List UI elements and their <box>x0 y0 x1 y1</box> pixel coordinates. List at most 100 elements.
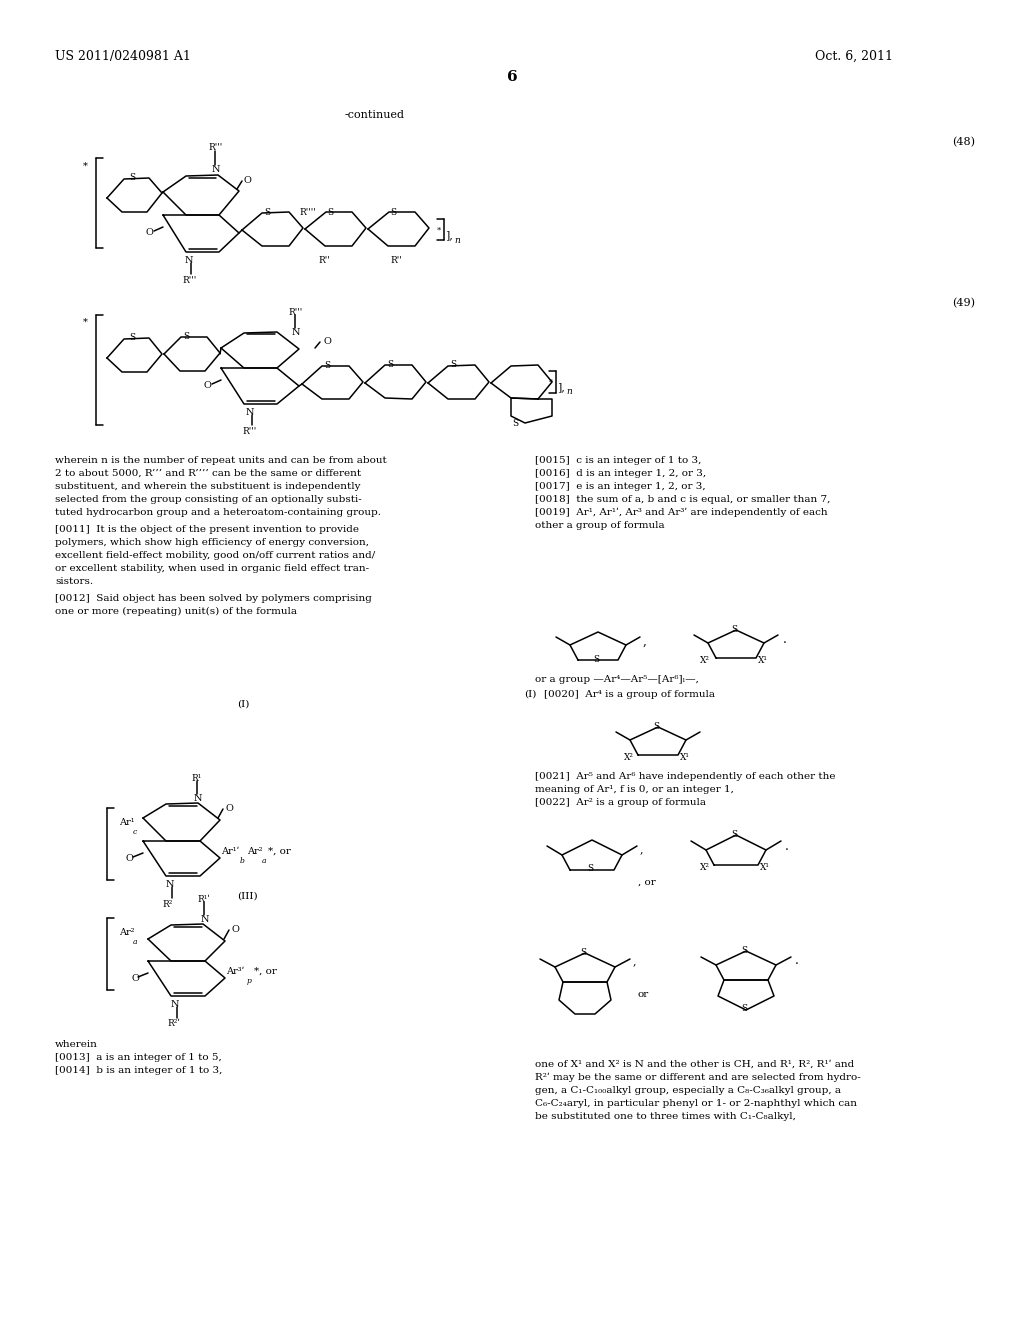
Text: O: O <box>146 228 154 238</box>
Text: polymers, which show high efficiency of energy conversion,: polymers, which show high efficiency of … <box>55 539 369 546</box>
Text: R''': R''' <box>208 143 222 152</box>
Text: C₆-C₂₄aryl, in particular phenyl or 1- or 2-naphthyl which can: C₆-C₂₄aryl, in particular phenyl or 1- o… <box>535 1100 857 1107</box>
Text: [0019]  Ar¹, Ar¹ʹ, Ar³ and Ar³ʹ are independently of each: [0019] Ar¹, Ar¹ʹ, Ar³ and Ar³ʹ are indep… <box>535 508 827 517</box>
Text: N: N <box>194 795 203 803</box>
Text: R¹: R¹ <box>191 774 202 783</box>
Text: .: . <box>795 954 799 968</box>
Text: n: n <box>566 387 571 396</box>
Text: Ar³ʹ: Ar³ʹ <box>226 968 245 975</box>
Text: Ar²: Ar² <box>119 928 134 937</box>
Text: O: O <box>226 804 233 813</box>
Text: S: S <box>731 624 737 634</box>
Text: *: * <box>437 227 441 235</box>
Text: wherein n is the number of repeat units and can be from about: wherein n is the number of repeat units … <box>55 455 387 465</box>
Text: R¹ʹ: R¹ʹ <box>197 895 210 904</box>
Text: S: S <box>129 173 135 182</box>
Text: S: S <box>324 360 330 370</box>
Text: 6: 6 <box>507 70 517 84</box>
Text: [0016]  d is an integer 1, 2, or 3,: [0016] d is an integer 1, 2, or 3, <box>535 469 707 478</box>
Text: b: b <box>240 857 245 865</box>
Text: (49): (49) <box>952 298 975 309</box>
Text: substituent, and wherein the substituent is independently: substituent, and wherein the substituent… <box>55 482 360 491</box>
Text: X¹: X¹ <box>680 752 690 762</box>
Text: N: N <box>246 408 255 417</box>
Text: a: a <box>262 857 266 865</box>
Text: [0015]  c is an integer of 1 to 3,: [0015] c is an integer of 1 to 3, <box>535 455 701 465</box>
Text: [0022]  Ar² is a group of formula: [0022] Ar² is a group of formula <box>535 799 706 807</box>
Text: 2 to about 5000, R’’’ and R’’’’ can be the same or different: 2 to about 5000, R’’’ and R’’’’ can be t… <box>55 469 361 478</box>
Text: [0017]  e is an integer 1, 2, or 3,: [0017] e is an integer 1, 2, or 3, <box>535 482 706 491</box>
Text: X²: X² <box>700 863 710 873</box>
Text: .: . <box>783 634 786 645</box>
Text: Ar¹ʹ: Ar¹ʹ <box>221 847 240 855</box>
Text: (48): (48) <box>952 137 975 148</box>
Text: sistors.: sistors. <box>55 577 93 586</box>
Text: O: O <box>204 381 212 389</box>
Text: Ar²: Ar² <box>247 847 262 855</box>
Text: [0020]  Ar⁴ is a group of formula: [0020] Ar⁴ is a group of formula <box>544 690 715 700</box>
Text: S: S <box>512 418 518 428</box>
Text: O: O <box>244 176 252 185</box>
Text: meaning of Ar¹, f is 0, or an integer 1,: meaning of Ar¹, f is 0, or an integer 1, <box>535 785 734 795</box>
Text: S: S <box>183 333 189 341</box>
Text: *, or: *, or <box>268 847 291 855</box>
Text: -continued: -continued <box>345 110 406 120</box>
Text: [0021]  Ar⁵ and Ar⁶ have independently of each other the: [0021] Ar⁵ and Ar⁶ have independently of… <box>535 772 836 781</box>
Text: *: * <box>83 318 88 327</box>
Text: *, or: *, or <box>254 968 276 975</box>
Text: Ar¹: Ar¹ <box>119 818 134 828</box>
Text: R'': R'' <box>318 256 330 265</box>
Text: selected from the group consisting of an optionally substi-: selected from the group consisting of an… <box>55 495 361 504</box>
Text: O: O <box>323 337 331 346</box>
Text: a: a <box>133 939 137 946</box>
Text: be substituted one to three times with C₁-C₈alkyl,: be substituted one to three times with C… <box>535 1111 796 1121</box>
Text: ,: , <box>640 843 643 854</box>
Text: S: S <box>129 333 135 342</box>
Text: S: S <box>450 360 456 370</box>
Text: ],: ], <box>445 230 453 240</box>
Text: N: N <box>292 327 300 337</box>
Text: R²: R² <box>162 900 172 909</box>
Text: S: S <box>327 209 333 216</box>
Text: Oct. 6, 2011: Oct. 6, 2011 <box>815 50 893 63</box>
Text: N: N <box>171 1001 179 1008</box>
Text: n: n <box>454 236 460 246</box>
Text: N: N <box>166 880 174 888</box>
Text: [0012]  Said object has been solved by polymers comprising: [0012] Said object has been solved by po… <box>55 594 372 603</box>
Text: gen, a C₁-C₁₀₀alkyl group, especially a C₈-C₃₆alkyl group, a: gen, a C₁-C₁₀₀alkyl group, especially a … <box>535 1086 841 1096</box>
Text: [0018]  the sum of a, b and c is equal, or smaller than 7,: [0018] the sum of a, b and c is equal, o… <box>535 495 830 504</box>
Text: X²: X² <box>624 752 634 762</box>
Text: S: S <box>390 209 396 216</box>
Text: S: S <box>593 655 599 664</box>
Text: R''': R''' <box>242 426 256 436</box>
Text: S: S <box>741 946 748 954</box>
Text: N: N <box>212 165 220 174</box>
Text: N: N <box>201 915 210 924</box>
Text: ],: ], <box>557 381 565 392</box>
Text: wherein: wherein <box>55 1040 98 1049</box>
Text: S: S <box>731 830 737 840</box>
Text: X¹: X¹ <box>758 656 768 665</box>
Text: p: p <box>247 977 252 985</box>
Text: , or: , or <box>638 878 655 887</box>
Text: one or more (repeating) unit(s) of the formula: one or more (repeating) unit(s) of the f… <box>55 607 297 616</box>
Text: ,: , <box>643 635 647 648</box>
Text: S: S <box>653 722 659 731</box>
Text: R'': R'' <box>390 256 401 265</box>
Text: O: O <box>232 925 240 935</box>
Text: N: N <box>185 256 194 265</box>
Text: [0014]  b is an integer of 1 to 3,: [0014] b is an integer of 1 to 3, <box>55 1067 222 1074</box>
Text: (I): (I) <box>237 700 250 709</box>
Text: *: * <box>83 162 88 172</box>
Text: R²ʹ: R²ʹ <box>167 1019 180 1028</box>
Text: R'''': R'''' <box>299 209 315 216</box>
Text: O: O <box>126 854 134 863</box>
Text: R²ʹ may be the same or different and are selected from hydro-: R²ʹ may be the same or different and are… <box>535 1073 861 1082</box>
Text: other a group of formula: other a group of formula <box>535 521 665 531</box>
Text: R''': R''' <box>182 276 197 285</box>
Text: (III): (III) <box>237 892 258 902</box>
Text: [0013]  a is an integer of 1 to 5,: [0013] a is an integer of 1 to 5, <box>55 1053 222 1063</box>
Text: R''': R''' <box>288 308 302 317</box>
Text: X¹: X¹ <box>760 863 770 873</box>
Text: [0011]  It is the object of the present invention to provide: [0011] It is the object of the present i… <box>55 525 359 535</box>
